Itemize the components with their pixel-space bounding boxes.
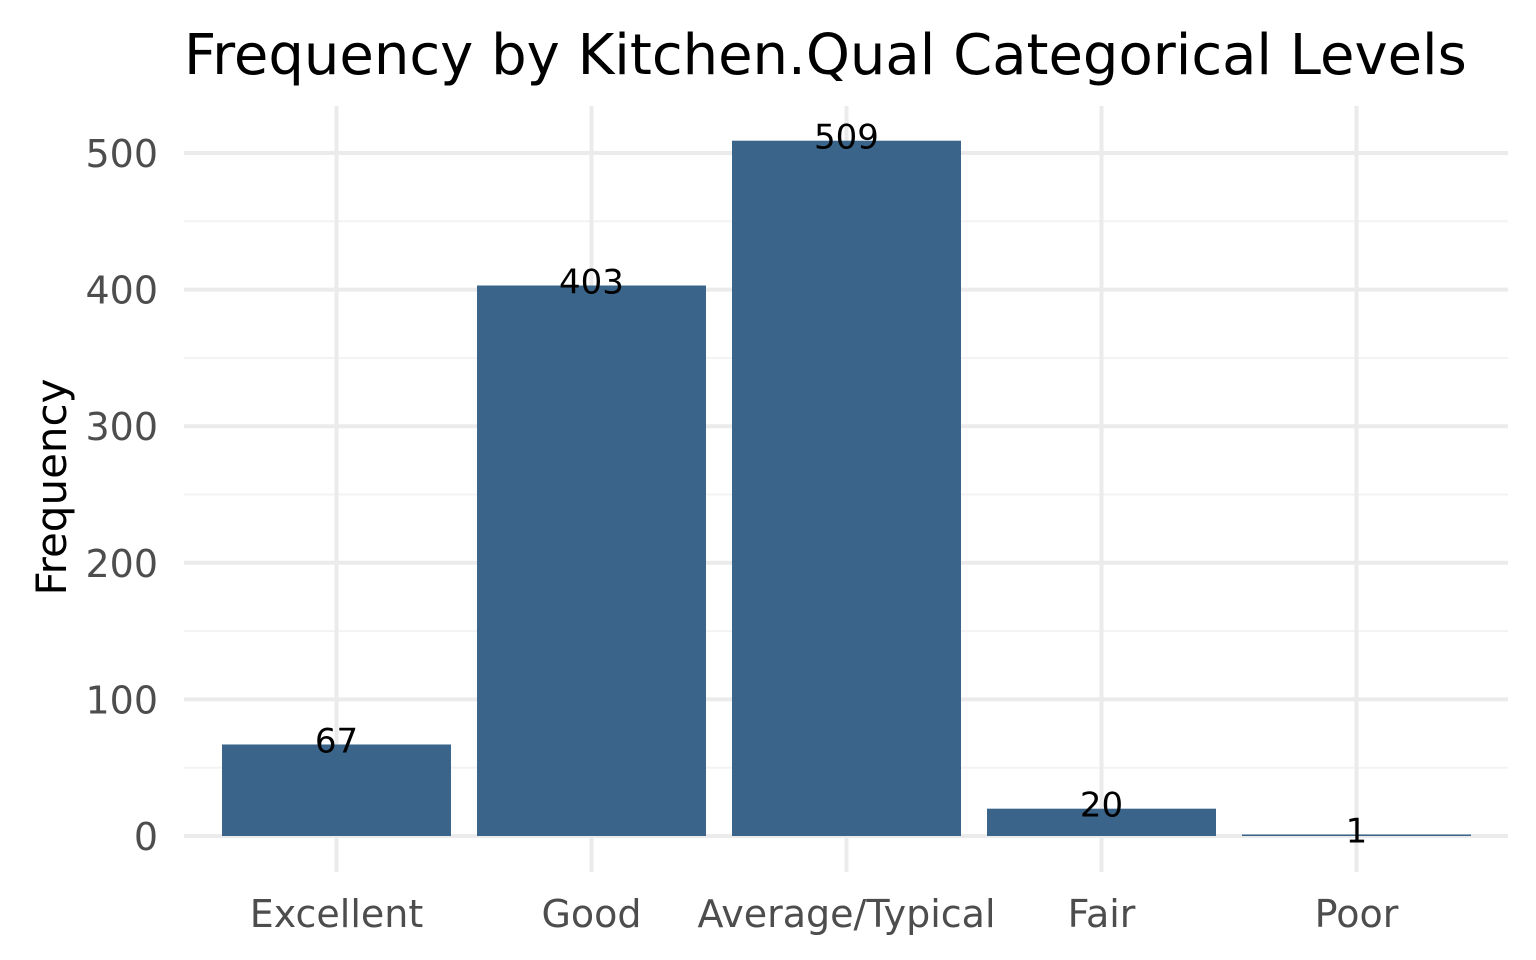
bar-excellent xyxy=(222,744,451,836)
y-tick-label: 100 xyxy=(85,678,158,722)
x-tick-label: Poor xyxy=(1315,892,1399,936)
x-axis-ticks: Excellent Good Average/Typical Fair Poor xyxy=(250,892,1399,936)
bar-value-label: 1 xyxy=(1346,812,1368,852)
y-tick-label: 500 xyxy=(85,132,158,176)
x-tick-label: Average/Typical xyxy=(697,892,995,936)
bar-labels-group: 67 403 509 20 1 xyxy=(315,118,1367,852)
x-tick-label: Excellent xyxy=(250,892,424,936)
y-tick-label: 300 xyxy=(85,405,158,449)
bar-average-typical xyxy=(732,140,961,836)
y-tick-label: 400 xyxy=(85,269,158,313)
bars-group xyxy=(222,140,1471,836)
bar-good xyxy=(477,285,706,836)
bar-poor xyxy=(1242,834,1471,836)
bar-value-label: 20 xyxy=(1080,786,1123,826)
bar-value-label: 509 xyxy=(814,118,879,158)
y-tick-label: 0 xyxy=(134,815,158,859)
bar-fair xyxy=(987,808,1216,836)
x-tick-label: Fair xyxy=(1068,892,1136,936)
y-axis-label: Frequency xyxy=(27,379,76,596)
bar-value-label: 67 xyxy=(315,721,358,761)
bar-value-label: 403 xyxy=(559,263,624,303)
x-tick-label: Good xyxy=(541,892,641,936)
y-axis-ticks: 0 100 200 300 400 500 xyxy=(85,132,158,859)
chart-title: Frequency by Kitchen.Qual Categorical Le… xyxy=(184,23,1467,88)
y-tick-label: 200 xyxy=(85,542,158,586)
